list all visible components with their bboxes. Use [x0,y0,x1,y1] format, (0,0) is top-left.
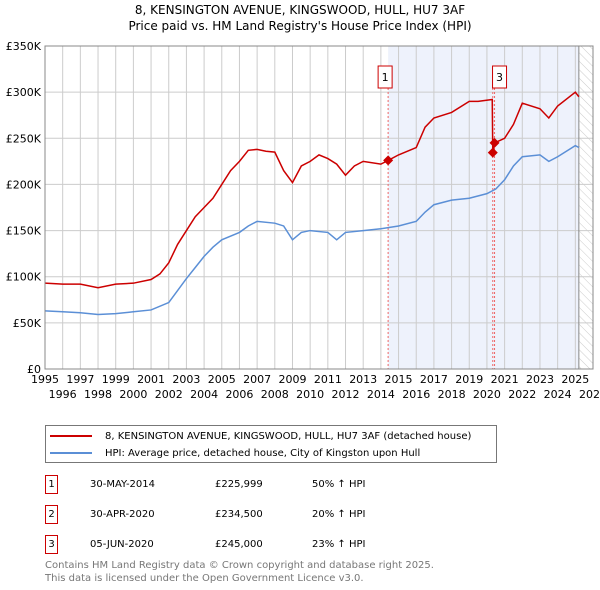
x-tick-label: 2022 [508,388,536,401]
sale-point [383,155,394,166]
y-tick-label: £250K [6,132,42,145]
legend-label: 8, KENSINGTON AVENUE, KINGSWOOD, HULL, H… [105,430,472,442]
y-tick-label: £0 [27,363,41,376]
x-tick-label: 2023 [526,373,554,386]
sale-label-box [377,65,393,89]
x-tick-label: 2020 [473,388,501,401]
x-tick-label: 2014 [367,388,395,401]
y-tick-label: £350K [6,40,42,53]
x-tick-label: 2024 [544,388,572,401]
sale-label: 1 [382,71,389,84]
x-tick-label: 2010 [296,388,324,401]
sale-date: 05-JUN-2020 [90,539,154,550]
x-tick-label: 2007 [243,373,271,386]
footer: Contains HM Land Registry data © Crown c… [45,559,434,585]
x-tick-label: 2012 [332,388,360,401]
sale-badge: 3 [45,535,58,554]
legend-item-property: 8, KENSINGTON AVENUE, KINGSWOOD, HULL, H… [46,428,471,444]
x-tick-label: 2000 [119,388,147,401]
x-tick-label: 2005 [208,373,236,386]
sale-label: 3 [496,71,503,84]
y-tick-label: £200K [6,178,42,191]
x-tick-label: 2002 [155,388,183,401]
x-tick-label: 1996 [49,388,77,401]
legend-label: HPI: Average price, detached house, City… [105,447,421,459]
price-chart: 1995 1996 1997 1998 1999 2000 2001 2002 2003 2004… [6,40,600,401]
table-row: 1 30-MAY-2014 £225,999 50% ↑ HPI [45,475,465,495]
y-tick-label: £150K [6,225,42,238]
legend-swatch [50,435,92,437]
table-row: 2 30-APR-2020 £234,500 20% ↑ HPI [45,505,465,525]
x-tick-label: 2004 [190,388,218,401]
x-tick-label: 2011 [314,373,342,386]
legend-swatch [50,452,92,454]
sale-date: 30-MAY-2014 [90,479,156,490]
x-tick-label: 2026 [579,388,600,401]
y-tick-label: £100K [6,271,42,284]
chart-subtitle: Price paid vs. HM Land Registry's House … [128,19,472,33]
shaded-region [388,46,579,369]
x-tick-label: 2009 [278,373,306,386]
sale-label-box [492,65,508,89]
x-tick-label: 2013 [349,373,377,386]
x-tick-label: 2003 [172,373,200,386]
sale-date: 30-APR-2020 [90,509,155,520]
plot-frame [44,45,594,370]
footer-line: Contains HM Land Registry data © Crown c… [45,560,434,571]
x-tick-label: 2018 [438,388,466,401]
y-tick-label: £50K [13,317,42,330]
sale-price: £234,500 [215,509,263,520]
x-tick-label: 2001 [137,373,165,386]
legend-item-hpi: HPI: Average price, detached house, City… [46,445,420,461]
x-tick-label: 2021 [491,373,519,386]
x-tick-label: 1999 [102,373,130,386]
x-tick-label: 2019 [455,373,483,386]
x-tick-label: 2008 [261,388,289,401]
x-tick-label: 2025 [561,373,589,386]
x-tick-label: 2017 [420,373,448,386]
sale-hpi: 20% ↑ HPI [312,509,366,520]
x-tick-label: 2016 [402,388,430,401]
x-tick-label: 1997 [66,373,94,386]
table-row: 3 05-JUN-2020 £245,000 23% ↑ HPI [45,535,465,555]
x-tick-label: 1998 [84,388,112,401]
sale-price: £225,999 [215,479,263,490]
sale-price: £245,000 [215,539,263,550]
chart-title: 8, KENSINGTON AVENUE, KINGSWOOD, HULL, H… [134,3,466,17]
sale-badge: 2 [45,505,58,524]
series-line [44,144,580,316]
legend: 8, KENSINGTON AVENUE, KINGSWOOD, HULL, H… [45,425,497,463]
sale-point [487,147,498,158]
x-tick-label: 2006 [225,388,253,401]
sale-hpi: 50% ↑ HPI [312,479,366,490]
x-tick-label: 2015 [385,373,413,386]
forecast-hatch [578,46,593,369]
x-tick-label: 1995 [31,373,59,386]
sale-point [489,137,500,148]
sale-badge: 1 [45,475,58,494]
sale-hpi: 23% ↑ HPI [312,539,366,550]
footer-line: This data is licensed under the Open Gov… [45,573,364,584]
y-tick-label: £300K [6,86,42,99]
